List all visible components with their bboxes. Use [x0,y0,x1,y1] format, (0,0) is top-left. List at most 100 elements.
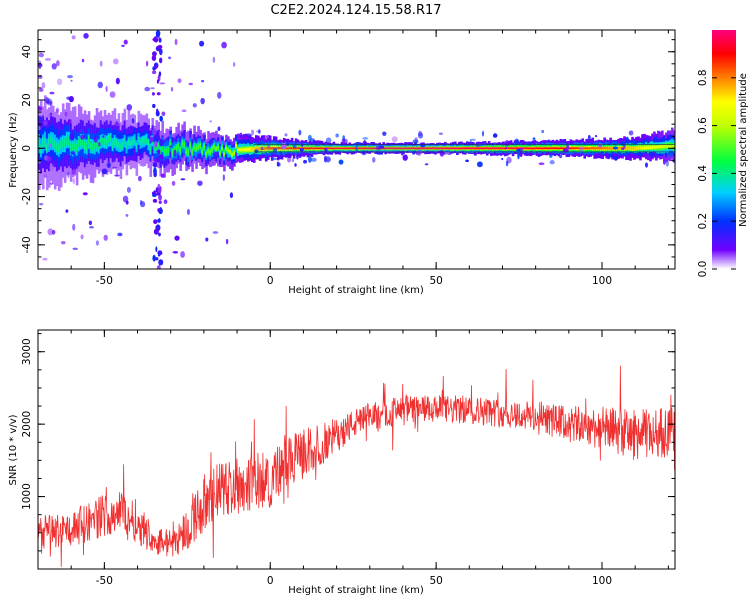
spectrogram-cell [51,138,55,148]
spectrogram-streak [156,192,161,196]
spectrogram-speckle [181,109,187,113]
spectrogram-speckle [284,133,288,137]
spectrogram-speckle [642,150,646,158]
spectrogram-cell [121,142,125,149]
spectrogram-cell [360,147,364,149]
spectrogram-cell [145,137,149,144]
spectrogram-cell [593,147,596,150]
spectrogram-cell [125,143,129,150]
spectrogram-cell [63,138,67,148]
spectrogram-speckle [80,134,85,140]
spectrogram-speckle [72,247,79,250]
spectrogram-speckle [217,126,221,131]
spectrogram-cell [539,147,543,150]
spectrogram-speckle [549,160,555,165]
spectrogram-cell [513,147,517,150]
spectrogram-cell [454,147,457,150]
spectrogram-cell [499,147,503,149]
spectrogram-speckle [271,157,278,161]
spectrogram-cell [205,151,208,156]
spectrogram-cell [561,147,565,150]
spectrogram-cell [177,143,180,149]
spectrogram-cell [463,147,467,150]
spectrogram-streak [158,37,162,43]
spectrogram-cell [493,147,497,149]
spectrogram-cell [328,147,332,149]
spectrogram-cell [663,144,666,149]
spectrogram-speckle [651,151,657,156]
spectrogram-cell [215,147,218,151]
spectrogram-speckle [126,104,133,111]
spectrogram-speckle [372,156,376,163]
spectrogram-cell [338,147,342,149]
x-tick-label: -50 [96,275,113,287]
spectrogram-cell [543,147,547,150]
spectrogram-speckle [566,144,570,151]
spectrogram-speckle [645,162,648,168]
spectrogram-cell [133,137,137,144]
spectrogram-cell [256,147,260,151]
spectrogram-streak [159,139,164,147]
spectrogram-cell [75,144,79,152]
spectrogram-cell [410,147,413,149]
spectrogram-speckle [189,149,193,152]
spectrogram-streak [157,253,161,257]
spectrogram-cell [553,147,557,150]
spectrogram-cell [627,146,630,150]
spectrogram-cell [89,141,93,150]
spectrogram-cell [320,147,324,150]
spectrogram-streak [157,149,161,155]
spectrogram-speckle [476,161,483,168]
spectrogram-speckle [504,140,510,146]
spectrogram-cell [469,147,473,150]
spectrogram-cell [139,139,143,146]
spectrogram-speckle [260,146,264,151]
x-tick-label: 50 [429,575,442,587]
spectrogram-cell [101,137,105,145]
spectrogram-speckle [628,130,634,136]
spectrogram-speckle [70,150,76,155]
spectrogram-cell [523,147,527,150]
colorbar-tick-label: 0.8 [697,69,709,86]
spectrogram-cell [225,146,228,151]
spectrogram-cell [599,147,602,150]
spectrogram-cell [517,147,521,150]
spectrogram-speckle [296,153,299,160]
spectrogram-cell [318,147,322,149]
spectrogram-speckle [112,166,117,169]
spectrogram-cell [314,147,318,149]
spectrogram-speckle [125,213,129,217]
spectrogram-speckle [517,152,520,160]
spectrogram-cell [382,147,385,150]
spectrogram-cell [39,144,43,154]
spectrogram-speckle [665,159,669,167]
spectrogram-streak [152,103,156,109]
spectrogram-cell [344,147,348,149]
spectrogram-speckle [200,97,205,105]
spectrogram-speckle [105,85,108,93]
spectrogram-cell [171,149,174,155]
spectrogram-streak [156,92,161,96]
spectrogram-cell [545,147,549,150]
spectrogram-speckle [492,133,498,138]
spectrogram-speckle [625,136,629,144]
spectrogram-cell [665,144,668,148]
spectrogram-speckle [262,136,266,143]
x-tick-label: 50 [429,275,442,287]
spectrogram-cell [254,147,258,151]
spectrogram-speckle [49,164,55,171]
spectrogram-cell [569,147,573,150]
spectrogram-streak [159,206,163,214]
snr-frame [37,329,676,570]
spectrogram-cell [525,147,529,150]
spectrogram-speckle [144,86,151,92]
spectrogram-speckle [424,163,429,166]
spectrogram-cell [430,147,433,149]
spectrogram-cell [245,148,248,152]
spectrogram-cell [609,147,612,150]
spectrogram-cell [641,146,644,150]
spectrogram-cell [575,147,579,150]
spectrogram-speckle [70,79,73,82]
colorbar-tick-label: 0.0 [697,261,709,278]
